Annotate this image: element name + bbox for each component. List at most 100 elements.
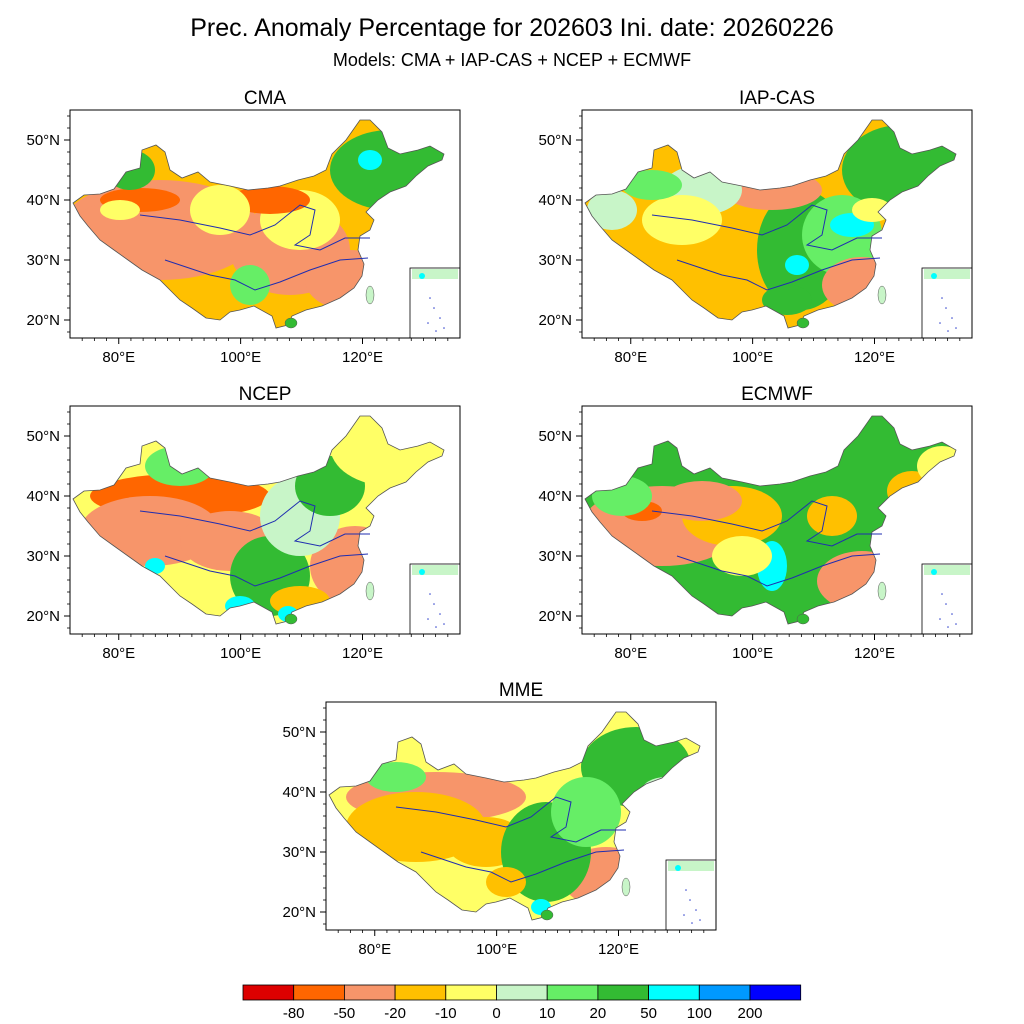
inset-island bbox=[941, 593, 943, 595]
inset-island bbox=[951, 317, 953, 319]
colorbar: -80 -50 -20 -10 0 10 20 50 100 200 bbox=[242, 984, 802, 1022]
hainan-island bbox=[540, 909, 554, 921]
lat-tick-label: 20°N bbox=[538, 312, 572, 329]
lat-tick-label: 50°N bbox=[282, 724, 316, 741]
lat-tick-label: 40°N bbox=[538, 192, 572, 209]
lat-tick-label: 20°N bbox=[538, 608, 572, 625]
hainan-island bbox=[796, 317, 810, 329]
yellow-river bbox=[651, 204, 882, 251]
lat-tick-label: 20°N bbox=[26, 312, 60, 329]
colorbar-label: 50 bbox=[640, 1005, 657, 1022]
inset-coast bbox=[412, 565, 458, 575]
inset-island bbox=[429, 297, 431, 299]
anomaly-area bbox=[785, 255, 809, 275]
colorbar-label: 0 bbox=[492, 1005, 500, 1022]
lat-tick-label: 30°N bbox=[26, 252, 60, 269]
taiwan-island bbox=[365, 581, 375, 601]
inset-spot bbox=[675, 865, 681, 871]
lon-tick-label: 80°E bbox=[614, 349, 647, 366]
south-china-sea-inset bbox=[921, 267, 973, 339]
anomaly-area bbox=[622, 170, 682, 200]
inset-coast bbox=[924, 565, 970, 575]
inset-island bbox=[945, 307, 947, 309]
colorbar-swatch bbox=[698, 984, 751, 1001]
lon-tick-label: 80°E bbox=[102, 645, 135, 662]
inset-island bbox=[945, 603, 947, 605]
yellow-river bbox=[139, 500, 370, 547]
colorbar-swatch bbox=[546, 984, 599, 1001]
hainan-island bbox=[284, 613, 298, 625]
inset-island bbox=[435, 626, 437, 628]
taiwan-island bbox=[877, 581, 887, 601]
taiwan-island bbox=[365, 285, 375, 305]
inset-frame bbox=[409, 563, 461, 635]
lat-tick-label: 30°N bbox=[538, 548, 572, 565]
inset-island bbox=[947, 330, 949, 332]
figure-subtitle: Models: CMA + IAP-CAS + NCEP + ECMWF bbox=[332, 50, 692, 70]
south-china-sea-inset bbox=[921, 563, 973, 635]
lat-tick-label: 50°N bbox=[538, 428, 572, 445]
inset-island bbox=[443, 327, 445, 329]
hainan-island bbox=[284, 317, 298, 329]
anomaly-area bbox=[551, 777, 621, 847]
inset-coast bbox=[668, 861, 714, 871]
colorbar-swatch bbox=[242, 984, 295, 1001]
inset-island bbox=[435, 330, 437, 332]
panel-title-ncep: NCEP bbox=[238, 384, 292, 405]
inset-spot bbox=[931, 569, 937, 575]
panel-title-mme: MME bbox=[498, 680, 544, 701]
inset-island bbox=[433, 603, 435, 605]
colorbar-label: 200 bbox=[737, 1005, 762, 1022]
lon-tick-label: 120°E bbox=[854, 349, 895, 366]
lon-tick-label: 80°E bbox=[102, 349, 135, 366]
inset-island bbox=[427, 618, 429, 620]
map-panel-ncep: 50°N 40°N 30°N 20°N 80°E 100°E 120°E bbox=[26, 405, 461, 662]
lat-tick-label: 40°N bbox=[26, 488, 60, 505]
country-outline bbox=[72, 119, 445, 329]
inset-island bbox=[695, 909, 697, 911]
figure-title: Prec. Anomaly Percentage for 202603 Ini.… bbox=[190, 14, 834, 42]
anomaly-area bbox=[662, 481, 742, 521]
map-panel-ecmwf: 50°N 40°N 30°N 20°N 80°E 100°E 120°E bbox=[538, 405, 973, 662]
anomaly-area bbox=[486, 867, 526, 897]
inset-island bbox=[699, 919, 701, 921]
inset-island bbox=[939, 618, 941, 620]
lon-tick-label: 100°E bbox=[732, 349, 773, 366]
south-china-sea-inset bbox=[665, 859, 717, 931]
lat-tick-label: 50°N bbox=[538, 132, 572, 149]
inset-island bbox=[429, 593, 431, 595]
inset-frame bbox=[409, 267, 461, 339]
inset-island bbox=[683, 914, 685, 916]
lon-tick-label: 120°E bbox=[854, 645, 895, 662]
inset-island bbox=[427, 322, 429, 324]
lon-tick-label: 120°E bbox=[342, 645, 383, 662]
colorbar-swatch bbox=[445, 984, 497, 1001]
colorbar-swatch bbox=[749, 984, 802, 1001]
anomaly-area bbox=[587, 190, 637, 230]
inset-island bbox=[955, 327, 957, 329]
panel-title-iap-cas: IAP-CAS bbox=[738, 88, 816, 109]
yangtze-river bbox=[676, 257, 881, 291]
inset-island bbox=[691, 922, 693, 924]
inset-spot bbox=[931, 273, 937, 279]
inset-island bbox=[947, 626, 949, 628]
lat-tick-label: 20°N bbox=[26, 608, 60, 625]
lat-tick-label: 40°N bbox=[538, 488, 572, 505]
lon-tick-label: 100°E bbox=[476, 941, 517, 958]
yangtze-river bbox=[164, 553, 369, 587]
yangtze-river bbox=[420, 849, 625, 883]
inset-island bbox=[955, 623, 957, 625]
map-panel-iap-cas: 50°N 40°N 30°N 20°N 80°E 100°E 120°E bbox=[538, 109, 973, 366]
inset-island bbox=[439, 613, 441, 615]
anomaly-area bbox=[366, 762, 426, 792]
country-outline bbox=[584, 119, 957, 329]
country-outline bbox=[328, 711, 701, 921]
colorbar-label: -10 bbox=[435, 1005, 457, 1022]
lat-tick-label: 20°N bbox=[282, 904, 316, 921]
colorbar-label: 100 bbox=[687, 1005, 712, 1022]
lat-tick-label: 30°N bbox=[26, 548, 60, 565]
inset-island bbox=[939, 322, 941, 324]
colorbar-swatch bbox=[648, 984, 700, 1001]
colorbar-label: -80 bbox=[283, 1005, 305, 1022]
inset-frame bbox=[921, 267, 973, 339]
